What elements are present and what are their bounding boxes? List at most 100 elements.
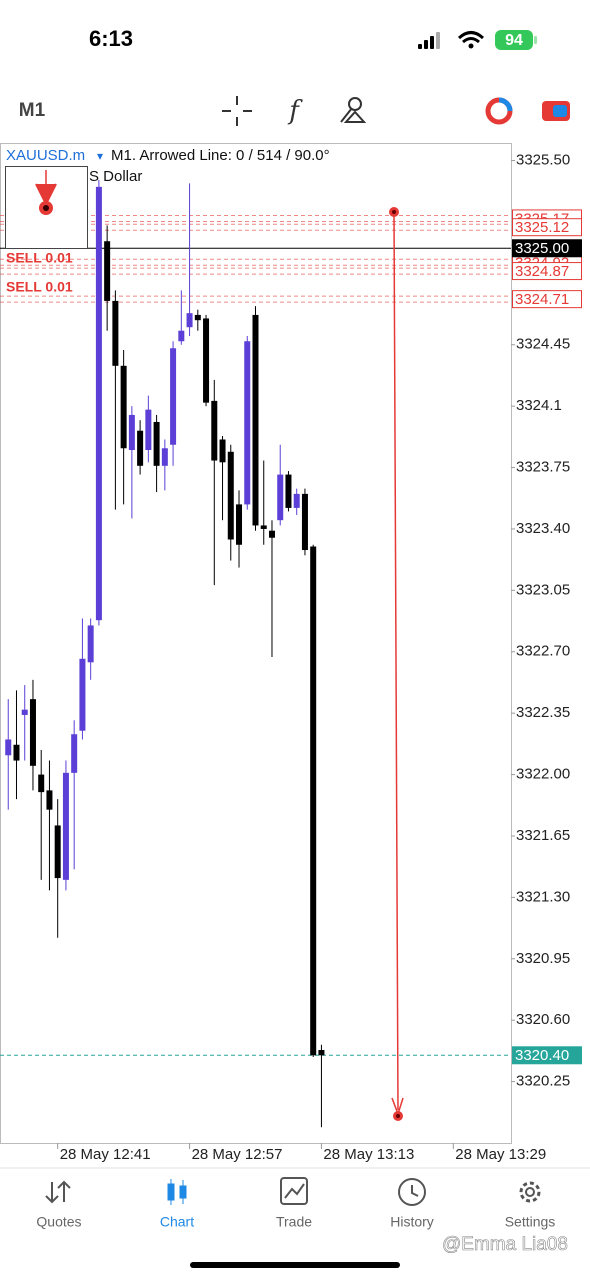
crosshair-button[interactable] xyxy=(222,96,252,126)
candle-body xyxy=(236,504,243,545)
watermark: @Emma Lia08 xyxy=(442,1234,568,1255)
candle-body xyxy=(21,709,28,715)
history-icon[interactable] xyxy=(398,1178,426,1206)
candle-body xyxy=(293,493,300,508)
candle-body xyxy=(211,400,218,461)
trade-tab-icon[interactable] xyxy=(280,1177,308,1205)
object-preview xyxy=(5,166,88,249)
x-tick-label: 28 May 12:57 xyxy=(192,1146,283,1163)
candle-body xyxy=(170,348,177,445)
y-tick-label: 3323.05 xyxy=(516,581,570,598)
chart-frame xyxy=(0,143,512,1144)
order-tag-label: 3325.12 xyxy=(515,219,569,236)
status-time: 6:13 xyxy=(89,26,133,51)
order-label: SELL 0.01 xyxy=(6,279,73,295)
y-tick-label: 3323.75 xyxy=(516,459,570,476)
candle-body xyxy=(310,546,317,1056)
candle-body xyxy=(13,744,20,761)
y-tick-label: 3321.30 xyxy=(516,888,570,905)
tab-label[interactable]: Settings xyxy=(505,1214,556,1230)
order-tag xyxy=(512,262,582,281)
symbol-name[interactable]: XAUUSD.m xyxy=(6,147,85,164)
candle-body xyxy=(54,825,61,879)
candle-body xyxy=(137,430,144,466)
symbol-dropdown[interactable]: ▾ xyxy=(97,149,103,163)
wifi-icon xyxy=(457,31,485,44)
y-tick-label: 3324.1 xyxy=(516,397,562,414)
account-icon[interactable] xyxy=(485,97,513,125)
candle-body xyxy=(285,474,292,508)
battery-level: 94 xyxy=(505,32,523,49)
tab-label[interactable]: History xyxy=(390,1214,434,1230)
candle-body xyxy=(29,699,36,766)
quotes-icon[interactable] xyxy=(45,1180,71,1204)
objects-button[interactable] xyxy=(340,97,367,123)
candle-body xyxy=(194,314,201,321)
candle-body xyxy=(62,772,69,880)
tab-label[interactable]: Chart xyxy=(160,1214,194,1230)
battery-tip xyxy=(534,36,537,44)
x-tick-label: 28 May 12:41 xyxy=(60,1146,151,1163)
candle-body xyxy=(46,790,53,810)
candle-body xyxy=(268,530,275,538)
settings-icon[interactable] xyxy=(519,1181,541,1203)
candle-body xyxy=(252,314,259,526)
candle-body xyxy=(277,474,284,521)
candle-body xyxy=(178,330,185,342)
candle-body xyxy=(318,1050,325,1056)
y-tick-label: 3323.40 xyxy=(516,520,570,537)
y-tick-label: 3322.70 xyxy=(516,643,570,660)
candle-body xyxy=(186,313,193,328)
candle-body xyxy=(128,414,135,451)
y-tick-label: 3320.60 xyxy=(516,1011,570,1028)
home-indicator xyxy=(190,1262,400,1268)
arrowed-line[interactable] xyxy=(389,207,404,1121)
order-label: SELL 0.01 xyxy=(6,250,73,266)
candle-body xyxy=(87,625,94,663)
indicators-button[interactable]: f xyxy=(287,96,303,126)
chart-icon[interactable] xyxy=(167,1179,187,1205)
order-tag xyxy=(512,290,582,309)
y-tick-label: 3325.50 xyxy=(516,152,570,169)
candle-body xyxy=(145,409,152,451)
tab-labels: Quotes Chart Trade History Settings xyxy=(36,1214,555,1230)
trade-icon[interactable] xyxy=(542,101,570,121)
candle-body xyxy=(219,439,226,463)
candle-body xyxy=(244,341,251,505)
object-info: M1. Arrowed Line: 0 / 514 / 90.0° xyxy=(111,147,330,164)
candle-body xyxy=(95,186,102,621)
price-tag xyxy=(512,239,582,258)
tab-label[interactable]: Quotes xyxy=(36,1214,81,1230)
price-tag-label: 3325.00 xyxy=(515,240,569,257)
signal-icon xyxy=(418,32,440,49)
y-tick-label: 3320.25 xyxy=(516,1073,570,1090)
candle-body xyxy=(260,525,267,529)
candle-body xyxy=(153,421,160,466)
x-tick-label: 28 May 13:29 xyxy=(455,1146,546,1163)
order-tag-label: 3324.71 xyxy=(515,291,569,308)
y-tick-label: 3324.45 xyxy=(516,336,570,353)
y-tick-label: 3322.00 xyxy=(516,766,570,783)
order-tag xyxy=(512,218,582,237)
candle-body xyxy=(38,774,45,793)
candle-body xyxy=(120,365,127,449)
battery-body xyxy=(495,30,533,50)
x-tick-label: 28 May 13:13 xyxy=(323,1146,414,1163)
candle-body xyxy=(161,448,168,466)
y-tick-label: 3320.95 xyxy=(516,950,570,967)
timeframe-button[interactable]: M1 xyxy=(19,100,46,121)
chart-layer: 3325.50 3324.45 3324.1 3323.75 3323.40 3323.0… xyxy=(0,152,582,1163)
wifi-dot xyxy=(468,43,474,49)
candle-body xyxy=(104,241,111,301)
price-tag-label: 3320.40 xyxy=(515,1047,569,1064)
y-tick-label: 3322.35 xyxy=(516,704,570,721)
tab-label[interactable]: Trade xyxy=(276,1214,312,1230)
candle-body xyxy=(71,734,78,773)
order-tag-label: 3324.87 xyxy=(515,263,569,280)
y-tick-label: 3321.65 xyxy=(516,827,570,844)
candle-body xyxy=(5,739,12,756)
candle-body xyxy=(203,318,210,403)
price-tag xyxy=(512,1046,582,1065)
